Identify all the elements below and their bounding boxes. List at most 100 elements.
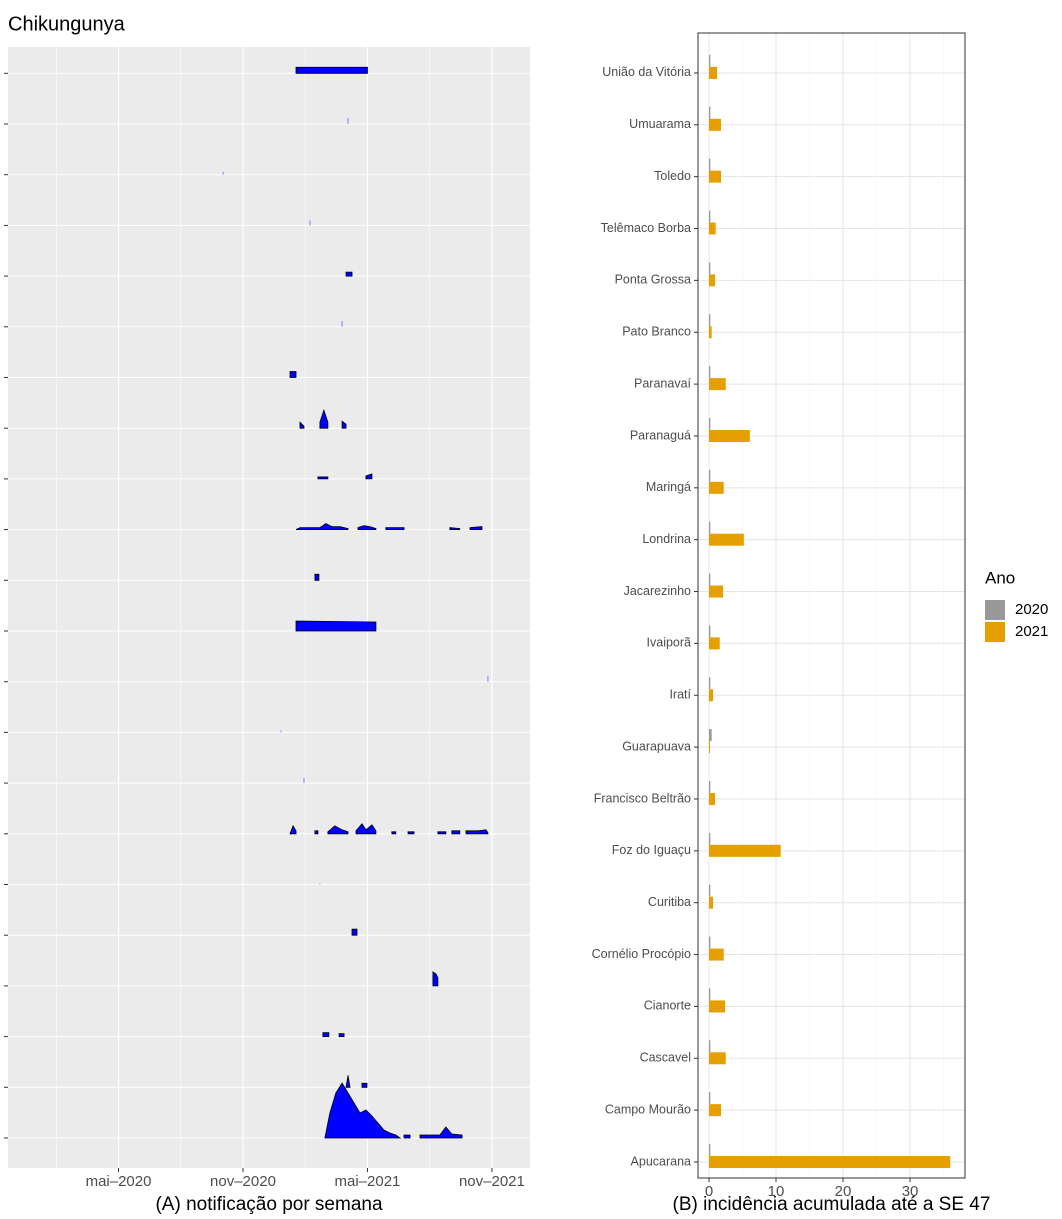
y-tick-label: Paranaguá [630,428,691,442]
ridge-area [451,830,461,835]
y-tick-label: Londrina [642,532,691,546]
x-tick-label: 20 [835,1183,852,1200]
bar [708,533,744,546]
bar [708,481,724,494]
bar [708,741,710,754]
bar [708,262,711,275]
ridge-area [351,928,358,936]
ridge-area [299,421,305,429]
bar [708,210,711,223]
x-axis-title: (A) notificação por semana [155,1194,382,1215]
legend-key [985,622,1005,642]
bar [708,314,711,327]
bar [708,729,712,742]
bar [708,469,711,482]
bar [708,66,718,79]
bar [708,625,711,638]
y-tick-label: Maringá [646,480,691,494]
ridge-area [341,420,347,429]
bar [708,689,714,702]
bar [708,573,711,586]
y-tick-label: Cianorte [644,999,691,1013]
ridge-area [319,408,329,429]
bar [708,780,711,793]
bar [708,896,714,909]
y-tick-label: Curitiba [648,895,691,909]
bar [708,106,711,119]
ridge-area [295,620,377,632]
bar [708,274,716,287]
bar [708,366,711,379]
ridge-area [295,66,368,74]
bar [708,936,711,949]
bar [708,1052,726,1065]
ridge-area [403,1134,411,1139]
bar [708,677,711,690]
y-tick-label: Iratí [669,688,691,702]
ridge-area [469,526,483,530]
ridge-area [295,523,349,530]
ridge-area [361,1082,368,1088]
ridge-area [432,971,439,987]
bar [708,222,716,235]
bar [708,585,724,598]
y-tick-label: Toledo [654,169,691,183]
bar [708,1040,711,1053]
legend-label: 2021 [1015,623,1048,640]
bar [708,988,711,1001]
y-tick-label: Cascavel [640,1051,691,1065]
x-tick-label: nov–2021 [459,1173,525,1190]
ridge-area [449,527,461,530]
y-tick-label: Jacarezinho [624,584,691,598]
x-tick-label: nov–2020 [210,1173,276,1190]
bar [708,792,716,805]
bar [708,521,711,534]
x-axis-title: (B) incidência acumulada até a SE 47 [673,1194,991,1215]
bar [708,1000,726,1013]
figure-title: Chikungunya [8,13,126,35]
bar [708,1104,722,1117]
bar [708,637,720,650]
y-tick-label: União da Vitória [602,65,691,79]
x-tick-label: 0 [705,1183,713,1200]
bar [708,378,726,391]
ridge-area [419,1126,463,1139]
ridge-area [391,831,397,835]
y-tick-label: Guarapuava [622,739,691,753]
y-tick-label: Paranavaí [634,376,692,390]
ridge-area [317,476,329,480]
bar [708,326,712,339]
x-tick-label: 10 [768,1183,785,1200]
bar [708,429,750,442]
ridge-area [365,473,373,480]
legend-label: 2020 [1015,601,1048,618]
y-tick-label: Cornélio Procópio [592,947,691,961]
legend-title: Ano [985,568,1015,587]
bar [708,1156,951,1168]
bar [708,158,711,171]
bar [708,844,781,857]
ridge-area [314,830,319,835]
bar [708,884,711,897]
ridge-area [345,271,353,277]
ridge-area [437,831,447,835]
ridge-area [407,831,415,835]
ridge-area [289,371,297,378]
ridge-area [465,829,489,835]
ridge-area [322,1032,330,1037]
panel-background [8,47,530,1168]
y-tick-label: Ivaiporã [647,636,692,650]
y-tick-label: Campo Mourão [605,1102,691,1116]
y-tick-label: Ponta Grossa [615,273,691,287]
bar [708,948,724,961]
y-tick-label: Umuarama [629,117,691,131]
ridge-area [357,525,377,530]
ridge-area [327,825,349,835]
x-tick-label: 30 [902,1183,919,1200]
bar [708,1092,711,1105]
bar [708,170,722,183]
legend-key [985,600,1005,620]
y-tick-label: Pato Branco [622,325,691,339]
